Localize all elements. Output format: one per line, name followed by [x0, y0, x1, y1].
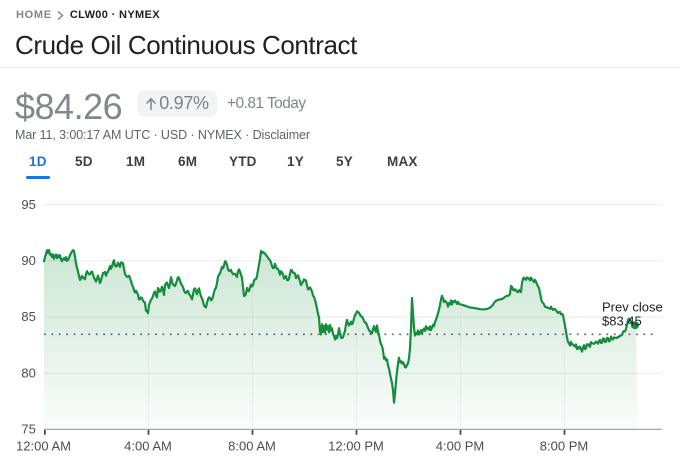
- svg-text:4:00 PM: 4:00 PM: [436, 438, 484, 453]
- svg-text:85: 85: [21, 309, 35, 324]
- svg-text:$83.45: $83.45: [602, 314, 642, 329]
- svg-text:12:00 PM: 12:00 PM: [328, 438, 384, 453]
- svg-text:80: 80: [21, 365, 35, 380]
- svg-text:12:00 AM: 12:00 AM: [16, 438, 71, 453]
- svg-text:8:00 AM: 8:00 AM: [228, 438, 276, 453]
- svg-text:75: 75: [21, 421, 35, 436]
- svg-text:95: 95: [21, 197, 35, 212]
- svg-text:4:00 AM: 4:00 AM: [124, 438, 172, 453]
- svg-text:Prev close: Prev close: [602, 299, 663, 314]
- svg-text:8:00 PM: 8:00 PM: [540, 438, 588, 453]
- svg-text:90: 90: [21, 253, 35, 268]
